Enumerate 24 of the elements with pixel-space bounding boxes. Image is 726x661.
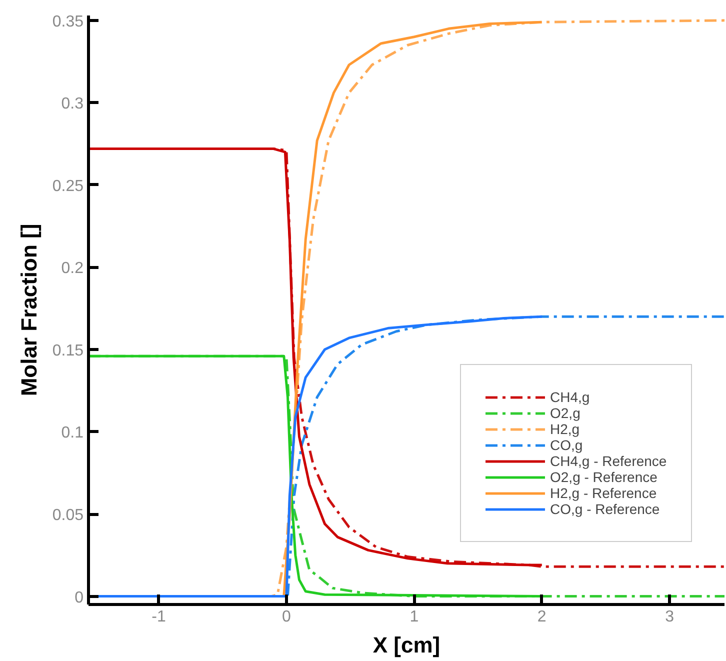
legend-label: O2,g <box>550 405 580 421</box>
legend-label: H2,g <box>550 421 580 437</box>
y-tick-label: 0.05 <box>52 507 84 524</box>
y-tick-label: 0.25 <box>52 178 84 195</box>
y-tick-label: 0 <box>74 589 84 606</box>
legend-label: CH4,g <box>550 389 590 405</box>
y-tick-label: 0.15 <box>52 342 84 360</box>
y-tick-label: 0.1 <box>61 424 84 442</box>
x-tick-label: 1 <box>410 608 419 626</box>
legend-label: CH4,g - Reference <box>550 453 667 469</box>
legend-label: CO,g <box>550 437 583 453</box>
legend-label: H2,g - Reference <box>550 485 657 501</box>
x-axis-title: X [cm] <box>372 632 440 658</box>
y-tick-label: 0.2 <box>61 260 84 278</box>
x-tick-label: 3 <box>665 608 674 626</box>
y-axis-title: Molar Fraction [] <box>16 224 42 396</box>
x-tick-label: 2 <box>537 608 546 626</box>
line-series <box>88 148 544 566</box>
x-tick-label: -1 <box>152 608 166 626</box>
legend-label: O2,g - Reference <box>550 469 658 485</box>
y-tick-label: 0.35 <box>52 13 84 30</box>
legend-label: CO,g - Reference <box>550 501 660 517</box>
y-tick-label: 0.3 <box>61 96 84 113</box>
x-tick-label: 0 <box>282 608 292 626</box>
